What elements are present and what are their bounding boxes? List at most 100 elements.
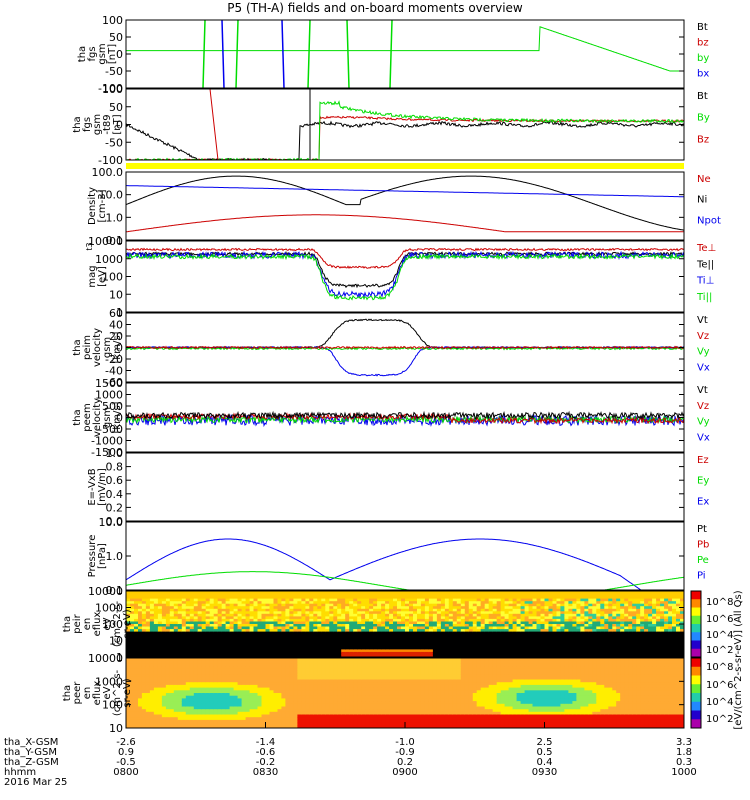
ytick-label-fgs: 100 [102, 14, 123, 27]
colorbar-swatch [691, 719, 701, 729]
legend-density-Ne: Ne [697, 174, 711, 185]
trace-vx [126, 346, 684, 377]
trace-vz [126, 345, 684, 350]
ytick-label-peir: 10000 [88, 585, 123, 598]
colorbar-tick: 10^4 [706, 697, 733, 708]
legend-temp-Ti⊥: Ti⊥ [696, 276, 714, 287]
ytick-label-efield: 0.2 [106, 501, 124, 514]
trace-npot [126, 185, 684, 198]
ytick-label-density: 0.1 [106, 234, 124, 247]
ytick-label-efield: 0.6 [106, 474, 124, 487]
ytick-label-efield: 0.8 [106, 461, 124, 474]
ytick-label-peim: 0 [116, 342, 123, 355]
plot-area-peem [126, 410, 684, 428]
ylabel-peim: tha [72, 339, 83, 355]
ytick-label-peim: 40 [109, 319, 123, 332]
ylabel-temp: [eV] [97, 266, 108, 287]
ylabel-peer: eflux [92, 681, 103, 706]
legend-temp-Te||: Te|| [696, 259, 714, 270]
ylabel-fgs_dip: -t89 [102, 114, 113, 134]
legend-temp-Te⊥: Te⊥ [696, 243, 716, 254]
time-row-label: tha_Y-GSM [4, 747, 57, 758]
legend-fgs-bx: bx [697, 69, 709, 80]
time-row-value: -1.0 [395, 737, 415, 748]
ylabel-temp: mag [87, 265, 98, 287]
legend-efield-Ez: Ez [697, 455, 709, 466]
legend-fgs-by: by [697, 53, 709, 64]
ytick-label-fgs_dip: 100 [102, 83, 123, 96]
colorbar-frame [690, 657, 702, 729]
ytick-label-fgs: 50 [109, 31, 123, 44]
ylabel-peir: sr-eV) [122, 609, 133, 638]
ylabel-peim: gsm [102, 337, 113, 358]
ytick-label-peim: -60 [105, 376, 123, 389]
ylabel-efield: E=-VxB [87, 468, 98, 505]
colorbar-swatch [691, 658, 701, 668]
plot-area-temp [126, 247, 684, 301]
ytick-label-peer: 10000 [88, 652, 123, 665]
xtick-label: 1000 [671, 767, 696, 778]
time-row-value: -0.2 [256, 757, 276, 768]
ytick-label-peer: 10 [109, 722, 123, 735]
legend-fgs-Bt: Bt [697, 22, 708, 33]
legend-pressure-Pe: Pe [697, 555, 709, 566]
ylabel-fgs: gsm [97, 43, 108, 64]
spike-4 [307, 20, 311, 88]
time-row-value: -2.6 [116, 737, 136, 748]
colorbar-swatch [691, 615, 701, 625]
time-row-value: 0.9 [118, 747, 134, 758]
ytick-label-temp: 10000 [88, 235, 123, 248]
time-row-value: -1.4 [256, 737, 276, 748]
panel-frame-pressure [125, 521, 685, 591]
spike-0 [202, 20, 206, 88]
spike-1 [221, 20, 225, 88]
ylabel-peem: peem [82, 403, 93, 431]
ytick-label-peim: 20 [109, 330, 123, 343]
ylabel-peem: tha [72, 409, 83, 425]
trace-bt [126, 120, 684, 160]
trace-by [126, 26, 684, 72]
ylabel-fgs_dip: tha [72, 116, 83, 132]
colorbar-tick: 10^6 [706, 614, 733, 625]
panel-pressure: 10.0 1.0 0.1 Pressure [nPa] Pt Pb Pe Pi [87, 516, 709, 597]
ylabel-peem: velocity [92, 398, 103, 437]
time-row-value: -0.5 [116, 757, 136, 768]
legend-fgs_dip-Bz: Bz [697, 134, 709, 145]
ylabel-peer: (cm^2-s- [112, 669, 123, 716]
legend-pressure-Pb: Pb [697, 540, 709, 551]
legend-peem-Vt: Vt [697, 385, 708, 396]
colorbar-swatch [691, 607, 701, 617]
legend-efield-Ex: Ex [697, 496, 709, 507]
ytick-label-peir: 1000 [95, 602, 123, 615]
legend-peim-Vx: Vx [697, 362, 710, 373]
ytick-label-fgs_dip: 0 [116, 119, 123, 132]
panel-frame-efield [125, 452, 685, 522]
legend-fgs_dip-Bt: Bt [697, 91, 708, 102]
ylabel-pressure: [nPa] [97, 543, 108, 569]
panel-frame-fgs_dip [125, 88, 685, 161]
spike-6 [389, 20, 393, 88]
trace-by [126, 100, 684, 160]
quality-flag-bar [126, 163, 684, 169]
time-row-value: -0.6 [256, 747, 276, 758]
ylabel-peir: (cm^2-s- [112, 600, 123, 647]
xtick-label: 0830 [253, 767, 278, 778]
legend-fgs_dip-By: By [697, 113, 710, 124]
ytick-label-peir: 10 [109, 635, 123, 648]
ylabel-peer: tha [62, 685, 73, 701]
ytick-label-density: 10.0 [99, 189, 124, 202]
trace-ti-par [126, 252, 684, 301]
ytick-label-density: 100.0 [92, 166, 124, 179]
ytick-label-fgs_dip: -50 [105, 136, 123, 149]
ylabel-pressure: Pressure [87, 535, 98, 578]
time-row-value: 0.3 [676, 757, 692, 768]
ylabel-peer: sr-eV) [122, 678, 133, 707]
time-row-label: hhmm [4, 767, 36, 778]
ylabel-peim: [km/s] [112, 331, 123, 363]
spike-red [209, 89, 219, 160]
colorbar-swatch [691, 684, 701, 694]
colorbar-frame [690, 590, 702, 658]
xtick-label: 0900 [392, 767, 417, 778]
trace-te-perp [126, 247, 684, 270]
